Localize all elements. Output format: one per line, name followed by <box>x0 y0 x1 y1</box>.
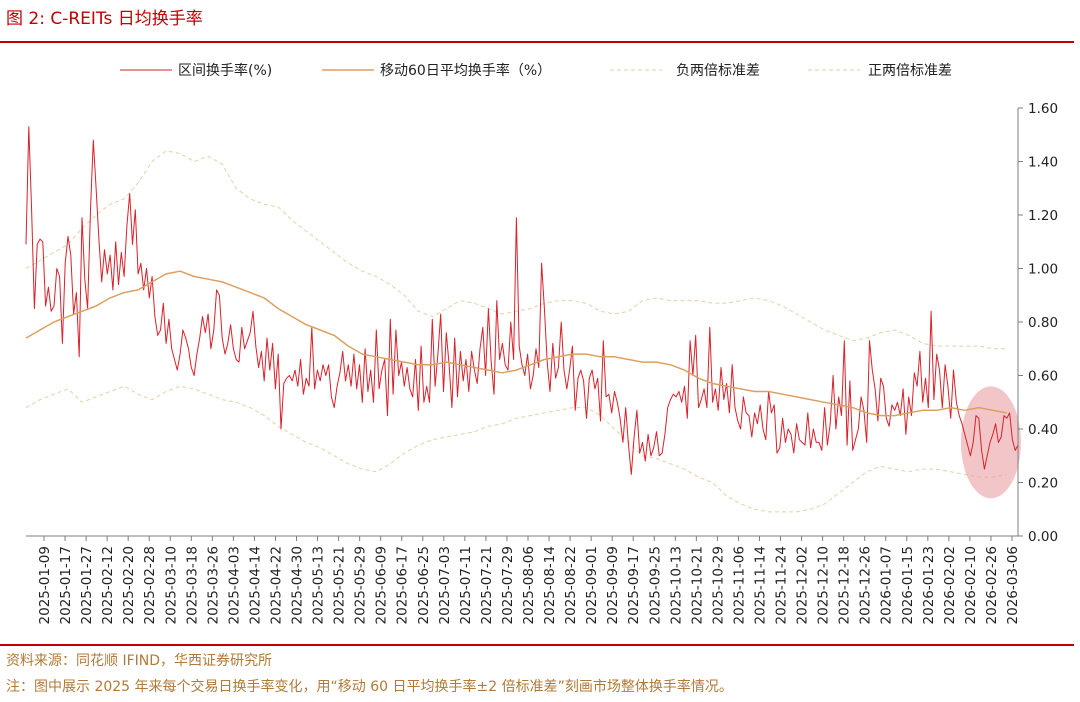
x-tick-label: 2025-06-17 <box>395 546 411 624</box>
footer-rule <box>0 644 1074 646</box>
footnote: 注：图中展示 2025 年来每个交易日换手率变化，用“移动 60 日平均换手率±… <box>6 679 733 695</box>
x-tick-label: 2025-04-30 <box>290 546 306 624</box>
x-tick-label: 2026-01-23 <box>921 546 937 624</box>
legend: 区间换手率(%) 移动60日平均换手率（%） 负两倍标准差 正两倍标准差 <box>120 62 952 79</box>
x-tick-label: 2025-01-09 <box>37 546 53 624</box>
x-tick-label: 2025-03-26 <box>205 546 221 624</box>
y-tick-label: 0.40 <box>1028 422 1058 438</box>
x-tick-label: 2025-04-14 <box>247 546 263 624</box>
series-line-3 <box>25 385 1007 513</box>
y-tick-label: 0.20 <box>1028 476 1058 492</box>
series-line-4 <box>25 150 1007 350</box>
x-tick-label: 2025-11-06 <box>731 546 747 624</box>
title-rule <box>0 41 1074 43</box>
recent-highlight <box>960 386 1021 499</box>
y-tick-label: 0.60 <box>1028 369 1058 385</box>
x-tick-label: 2025-03-10 <box>163 546 179 624</box>
legend-label-1: 区间换手率(%) <box>178 62 272 79</box>
series-lines <box>25 126 1019 475</box>
x-tick-label: 2025-10-29 <box>710 546 726 624</box>
x-tick-label: 2025-02-20 <box>121 546 137 624</box>
x-tick-label: 2025-07-11 <box>458 546 474 624</box>
x-tick-label: 2025-07-21 <box>479 546 495 624</box>
x-tick-label: 2025-02-12 <box>100 546 116 624</box>
x-tick-label: 2025-11-24 <box>774 546 790 624</box>
x-tick-label: 2025-09-01 <box>584 546 600 624</box>
axes: 0.00 0.20 0.40 0.60 0.80 1.00 1.20 1.40 1.60 2025… <box>26 101 1058 624</box>
x-tick-label: 2026-01-15 <box>900 546 916 624</box>
x-tick-label: 2025-06-25 <box>416 546 432 624</box>
series-line-1 <box>25 126 1019 475</box>
x-tick-label: 2025-11-14 <box>753 546 769 624</box>
x-tick-label: 2025-12-18 <box>837 546 853 624</box>
turnover-chart: 区间换手率(%) 移动60日平均换手率（%） 负两倍标准差 正两倍标准差 0.000.… <box>25 62 1058 624</box>
x-tick-label: 2025-07-29 <box>500 546 516 624</box>
legend-label-3: 负两倍标准差 <box>676 63 760 79</box>
x-tick-label: 2025-07-03 <box>437 546 453 624</box>
x-tick-label: 2025-09-09 <box>605 546 621 624</box>
y-tick-label: 0.80 <box>1028 315 1058 331</box>
y-tick-label: 1.60 <box>1028 101 1058 117</box>
x-tick-label: 2025-08-22 <box>563 546 579 624</box>
std-bands <box>25 150 1007 513</box>
x-tick-label: 2026-03-06 <box>1005 546 1021 624</box>
x-tick-label: 2025-05-21 <box>332 546 348 624</box>
x-tick-label: 2025-03-18 <box>184 546 200 624</box>
x-tick-label: 2025-12-10 <box>816 546 832 624</box>
legend-label-2: 移动60日平均换手率（%） <box>380 62 551 79</box>
x-tick-label: 2025-02-28 <box>142 546 158 624</box>
legend-label-4: 正两倍标准差 <box>868 63 952 79</box>
y-tick-label: 1.00 <box>1028 262 1058 278</box>
x-tick-label: 2025-01-27 <box>79 546 95 624</box>
y-tick-label: 1.40 <box>1028 155 1058 171</box>
figure-title: 图 2: C-REITs 日均换手率 <box>6 9 203 29</box>
highlight-ellipse <box>960 386 1021 499</box>
x-tick-label: 2025-06-09 <box>374 546 390 624</box>
x-tick-label: 2026-02-02 <box>942 546 958 624</box>
x-tick-label: 2025-08-06 <box>521 546 537 624</box>
x-tick-label: 2025-08-14 <box>542 546 558 624</box>
x-tick-label: 2025-09-25 <box>647 546 663 624</box>
series-line-2 <box>25 270 1007 417</box>
x-tick-label: 2025-10-21 <box>689 546 705 624</box>
y-tick-label: 0.00 <box>1028 529 1058 545</box>
x-tick-label: 2026-02-10 <box>963 546 979 624</box>
x-tick-label: 2026-01-07 <box>879 546 895 624</box>
x-tick-label: 2025-05-29 <box>353 546 369 624</box>
x-tick-label: 2025-01-17 <box>58 546 74 624</box>
x-tick-label: 2025-04-03 <box>226 546 242 624</box>
x-tick-label: 2025-12-02 <box>795 546 811 624</box>
x-tick-label: 2026-02-26 <box>984 546 1000 624</box>
x-tick-label: 2025-10-13 <box>668 546 684 624</box>
source-note: 资料来源：同花顺 IFIND，华西证券研究所 <box>6 653 273 669</box>
x-tick-label: 2025-05-13 <box>311 546 327 624</box>
x-tick-label: 2025-04-22 <box>269 546 285 624</box>
x-tick-label: 2025-09-17 <box>626 546 642 624</box>
x-tick-label: 2025-12-26 <box>858 546 874 624</box>
y-tick-label: 1.20 <box>1028 208 1058 224</box>
